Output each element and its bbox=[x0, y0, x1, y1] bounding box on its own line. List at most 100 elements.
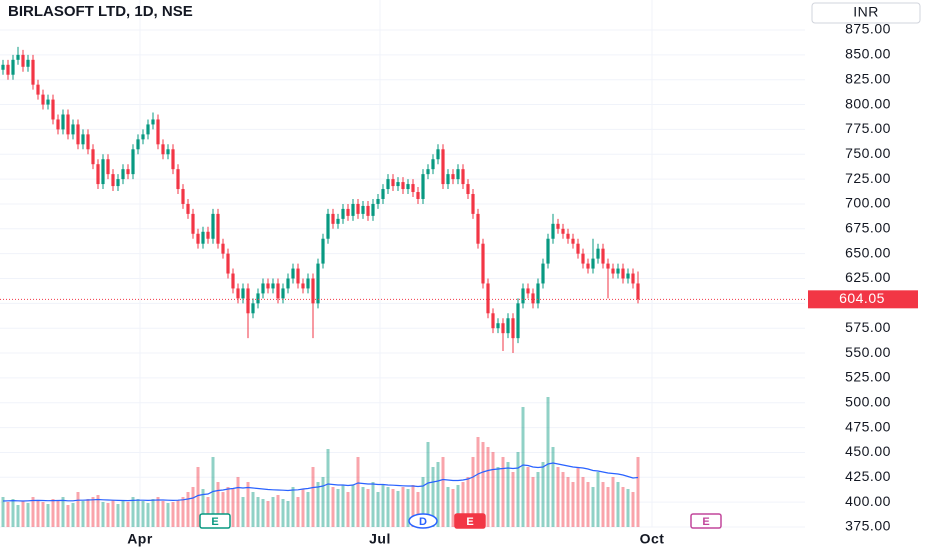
volume-bar bbox=[461, 482, 465, 527]
volume-bar bbox=[581, 477, 585, 527]
volume-bar bbox=[431, 467, 435, 527]
y-tick-label: 625.00 bbox=[845, 269, 891, 285]
candle-body bbox=[226, 253, 230, 274]
candle-body bbox=[196, 233, 200, 244]
candle-body bbox=[36, 84, 40, 95]
candle-body bbox=[316, 263, 320, 304]
candle-body bbox=[301, 283, 305, 289]
candle-body bbox=[556, 223, 560, 229]
volume-bar bbox=[246, 482, 250, 527]
volume-bar bbox=[261, 499, 265, 527]
candle-body bbox=[26, 59, 30, 67]
candle-body bbox=[131, 149, 135, 175]
volume-bar bbox=[36, 500, 40, 527]
candle-body bbox=[546, 238, 550, 264]
y-tick-label: 825.00 bbox=[845, 70, 891, 86]
volume-bar bbox=[391, 489, 395, 527]
volume-bar bbox=[476, 437, 480, 527]
currency-box[interactable] bbox=[811, 2, 921, 24]
volume-bar bbox=[616, 482, 620, 527]
volume-bar bbox=[101, 502, 105, 527]
volume-bar bbox=[321, 477, 325, 527]
candle-body bbox=[506, 318, 510, 334]
candle-body bbox=[491, 313, 495, 329]
candle-body bbox=[121, 169, 125, 180]
y-tick-label: 650.00 bbox=[845, 244, 891, 260]
volume-bar bbox=[381, 485, 385, 527]
candle-body bbox=[236, 288, 240, 299]
y-tick-label: 850.00 bbox=[845, 46, 891, 62]
candle-body bbox=[426, 169, 430, 175]
volume-bar bbox=[46, 504, 50, 527]
candle-body bbox=[306, 278, 310, 289]
candle-body bbox=[511, 318, 515, 339]
volume-bar bbox=[366, 489, 370, 527]
candle-body bbox=[166, 149, 170, 155]
candle-body bbox=[221, 243, 225, 254]
event-marker[interactable] bbox=[454, 513, 486, 529]
volume-bar bbox=[6, 502, 10, 527]
volume-bar bbox=[221, 492, 225, 527]
event-marker[interactable] bbox=[199, 513, 231, 529]
event-label[interactable]: E bbox=[466, 516, 473, 528]
candle-body bbox=[451, 174, 455, 180]
y-tick-label: 700.00 bbox=[845, 195, 891, 211]
candle-body bbox=[101, 159, 105, 185]
x-tick-label: Apr bbox=[127, 531, 153, 547]
candle-body bbox=[551, 223, 555, 239]
volume-bar bbox=[171, 502, 175, 527]
volume-bar bbox=[496, 467, 500, 527]
volume-bar bbox=[611, 477, 615, 527]
candle-body bbox=[606, 263, 610, 269]
event-label[interactable]: E bbox=[702, 516, 709, 528]
volume-bar bbox=[266, 501, 270, 527]
candle-body bbox=[386, 179, 390, 190]
y-tick-label: 425.00 bbox=[845, 468, 891, 484]
candle-body bbox=[396, 182, 400, 187]
volume-bar bbox=[301, 489, 305, 527]
candle-body bbox=[146, 124, 150, 135]
candle-body bbox=[486, 283, 490, 314]
candle-body bbox=[136, 139, 140, 150]
candle-body bbox=[256, 293, 260, 304]
candle-body bbox=[261, 283, 265, 294]
volume-bar bbox=[161, 501, 165, 527]
candle-body bbox=[71, 124, 75, 135]
candle-body bbox=[591, 258, 595, 269]
volume-bar bbox=[371, 482, 375, 527]
volume-bar bbox=[481, 442, 485, 527]
volume-bar bbox=[416, 492, 420, 527]
volume-bar bbox=[451, 489, 455, 527]
candle-body bbox=[311, 278, 315, 304]
volume-bar bbox=[236, 477, 240, 527]
event-marker[interactable] bbox=[690, 513, 722, 529]
event-label[interactable]: D bbox=[419, 516, 427, 528]
volume-bar bbox=[206, 497, 210, 527]
volume-bar bbox=[326, 449, 330, 527]
volume-bar bbox=[201, 489, 205, 527]
candle-body bbox=[381, 189, 385, 199]
currency-label[interactable]: INR bbox=[853, 4, 879, 20]
volume-bar bbox=[591, 487, 595, 527]
y-tick-label: 400.00 bbox=[845, 493, 891, 509]
candle-body bbox=[341, 208, 345, 219]
candle-body bbox=[406, 184, 410, 190]
volume-ma-line bbox=[2, 462, 639, 502]
candle-body bbox=[56, 119, 60, 130]
candle-body bbox=[281, 288, 285, 299]
volume-bar bbox=[306, 492, 310, 527]
volume-bar bbox=[446, 487, 450, 527]
volume-bar bbox=[66, 505, 70, 527]
volume-bar bbox=[471, 457, 475, 527]
volume-bar bbox=[276, 495, 280, 527]
event-label[interactable]: E bbox=[211, 516, 218, 528]
candle-body bbox=[111, 174, 115, 187]
volume-bar bbox=[401, 487, 405, 527]
volume-bar bbox=[356, 457, 360, 527]
candle-body bbox=[536, 283, 540, 304]
event-marker[interactable] bbox=[408, 513, 438, 529]
volume-bar bbox=[596, 472, 600, 527]
y-tick-label: 550.00 bbox=[845, 344, 891, 360]
candle-body bbox=[371, 203, 375, 216]
